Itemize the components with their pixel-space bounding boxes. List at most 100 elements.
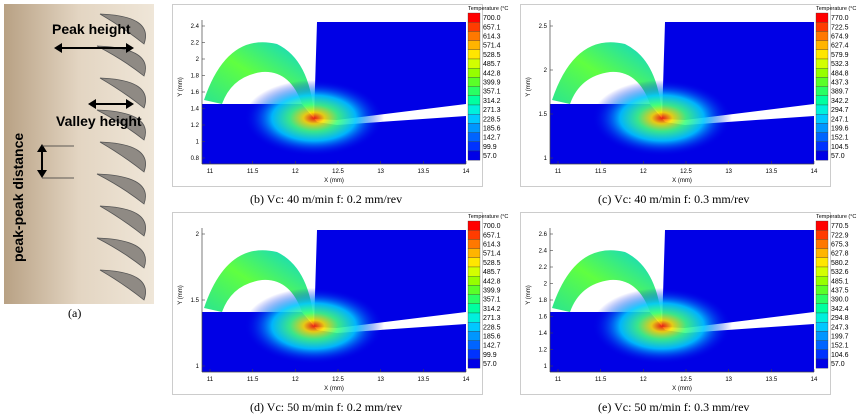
legend-value: 722.9 bbox=[831, 232, 849, 239]
legend-swatch bbox=[467, 132, 481, 142]
legend-value: 228.5 bbox=[483, 116, 501, 123]
y-tick-label: 2 bbox=[196, 232, 200, 238]
legend-swatch bbox=[815, 49, 829, 60]
legend-value: 657.1 bbox=[483, 24, 501, 31]
x-tick-label: 12.5 bbox=[680, 169, 692, 175]
legend-value: 627.4 bbox=[831, 43, 849, 50]
x-tick-label: 13 bbox=[377, 377, 384, 383]
x-axis-label: X (mm) bbox=[672, 178, 692, 184]
legend-swatch bbox=[815, 31, 829, 41]
y-tick-label: 2.2 bbox=[539, 265, 548, 271]
legend-swatch bbox=[815, 358, 829, 369]
legend-swatch bbox=[815, 340, 829, 350]
legend-swatch bbox=[815, 230, 829, 240]
legend-swatch bbox=[467, 285, 481, 295]
legend-swatch bbox=[815, 303, 829, 314]
legend-value: 357.1 bbox=[483, 297, 501, 304]
legend-value: 99.9 bbox=[483, 144, 497, 151]
x-tick-label: 12 bbox=[292, 377, 299, 383]
legend-swatch bbox=[467, 95, 481, 106]
x-tick-label: 12.5 bbox=[332, 377, 344, 383]
legend-value: 571.4 bbox=[483, 251, 501, 258]
x-tick-label: 11 bbox=[207, 377, 214, 383]
x-tick-label: 12 bbox=[640, 377, 647, 383]
legend-swatch bbox=[467, 257, 481, 268]
x-tick-label: 12 bbox=[292, 169, 299, 175]
legend-value: 99.9 bbox=[483, 352, 497, 359]
legend-value: 152.1 bbox=[831, 135, 849, 142]
heat-zone bbox=[244, 288, 384, 364]
legend-swatch bbox=[467, 31, 481, 41]
x-tick-label: 14 bbox=[463, 377, 470, 383]
legend-swatch bbox=[467, 114, 481, 124]
heat-zone bbox=[244, 80, 384, 156]
legend-title: Temperature (°C bbox=[468, 6, 508, 12]
legend-swatch bbox=[815, 58, 829, 69]
y-axis-label: Y (mm) bbox=[178, 285, 184, 305]
x-tick-label: 14 bbox=[811, 169, 818, 175]
y-tick-label: 1.2 bbox=[191, 123, 200, 129]
legend-swatch bbox=[467, 104, 481, 115]
legend-swatch bbox=[467, 349, 481, 360]
y-tick-label: 1.5 bbox=[191, 298, 200, 304]
y-axis-label: Y (mm) bbox=[178, 77, 184, 97]
y-tick-label: 1 bbox=[196, 140, 200, 146]
chip-scallops bbox=[96, 13, 146, 301]
x-tick-label: 13.5 bbox=[765, 169, 777, 175]
scallop bbox=[99, 77, 146, 109]
x-axis-label: X (mm) bbox=[672, 386, 692, 392]
heat-zone bbox=[592, 288, 732, 364]
x-tick-label: 13 bbox=[377, 169, 384, 175]
legend-swatch bbox=[467, 331, 481, 341]
legend-value: 722.5 bbox=[831, 24, 849, 31]
legend-value: 390.0 bbox=[831, 297, 849, 304]
x-tick-label: 11.5 bbox=[595, 377, 607, 383]
legend-swatch bbox=[815, 349, 829, 360]
legend-value: 185.6 bbox=[483, 334, 501, 341]
legend-swatch bbox=[815, 95, 829, 106]
legend-swatch bbox=[467, 322, 481, 332]
x-axis-label: X (mm) bbox=[324, 386, 344, 392]
legend-swatch bbox=[815, 40, 829, 50]
legend-value: 532.3 bbox=[831, 61, 849, 68]
legend-value: 442.8 bbox=[483, 70, 501, 77]
legend-value: 528.5 bbox=[483, 260, 501, 267]
legend-swatch bbox=[467, 294, 481, 304]
y-tick-label: 1.8 bbox=[191, 74, 200, 80]
chip bbox=[552, 250, 662, 324]
y-axis-label: Y (mm) bbox=[526, 77, 532, 97]
legend-swatch bbox=[815, 86, 829, 96]
legend-value: 700.0 bbox=[483, 223, 501, 230]
x-tick-label: 14 bbox=[811, 377, 818, 383]
legend-value: 770.0 bbox=[831, 15, 849, 22]
legend-value: 614.3 bbox=[483, 34, 501, 41]
legend-value: 770.5 bbox=[831, 223, 849, 230]
y-tick-label: 1.5 bbox=[539, 112, 548, 118]
scallop bbox=[96, 237, 146, 269]
legend-swatch bbox=[815, 220, 829, 231]
plot-panel: 11 11.5 12 12.5 13 13.5 14 2 1.5 1 X (mm) Y (mm) Tem… bbox=[172, 212, 508, 395]
x-axis-label: X (mm) bbox=[324, 178, 344, 184]
legend-value: 579.9 bbox=[831, 52, 849, 59]
legend-swatch bbox=[467, 77, 481, 87]
y-tick-label: 2.2 bbox=[191, 41, 200, 47]
caption: (e) Vc: 50 m/min f: 0.3 mm/rev bbox=[598, 400, 750, 414]
legend-swatch bbox=[467, 40, 481, 50]
chip bbox=[204, 250, 314, 324]
legend-swatch bbox=[467, 239, 481, 249]
legend-value: 484.8 bbox=[831, 70, 849, 77]
y-tick-label: 1.2 bbox=[539, 348, 548, 354]
legend-value: 199.7 bbox=[831, 334, 849, 341]
legend-swatch bbox=[467, 150, 481, 161]
legend-value: 357.1 bbox=[483, 89, 501, 96]
legend-title: Temperature (°C bbox=[816, 6, 856, 12]
legend-swatch bbox=[467, 248, 481, 258]
legend-title: Temperature (°C bbox=[468, 214, 508, 220]
caption: (a) bbox=[68, 306, 82, 320]
legend-swatch bbox=[815, 12, 829, 23]
x-tick-label: 12.5 bbox=[332, 169, 344, 175]
legend-swatch bbox=[467, 49, 481, 60]
arrow-heads bbox=[54, 43, 134, 53]
legend-value: 142.7 bbox=[483, 343, 501, 350]
legend-value: 528.5 bbox=[483, 52, 501, 59]
